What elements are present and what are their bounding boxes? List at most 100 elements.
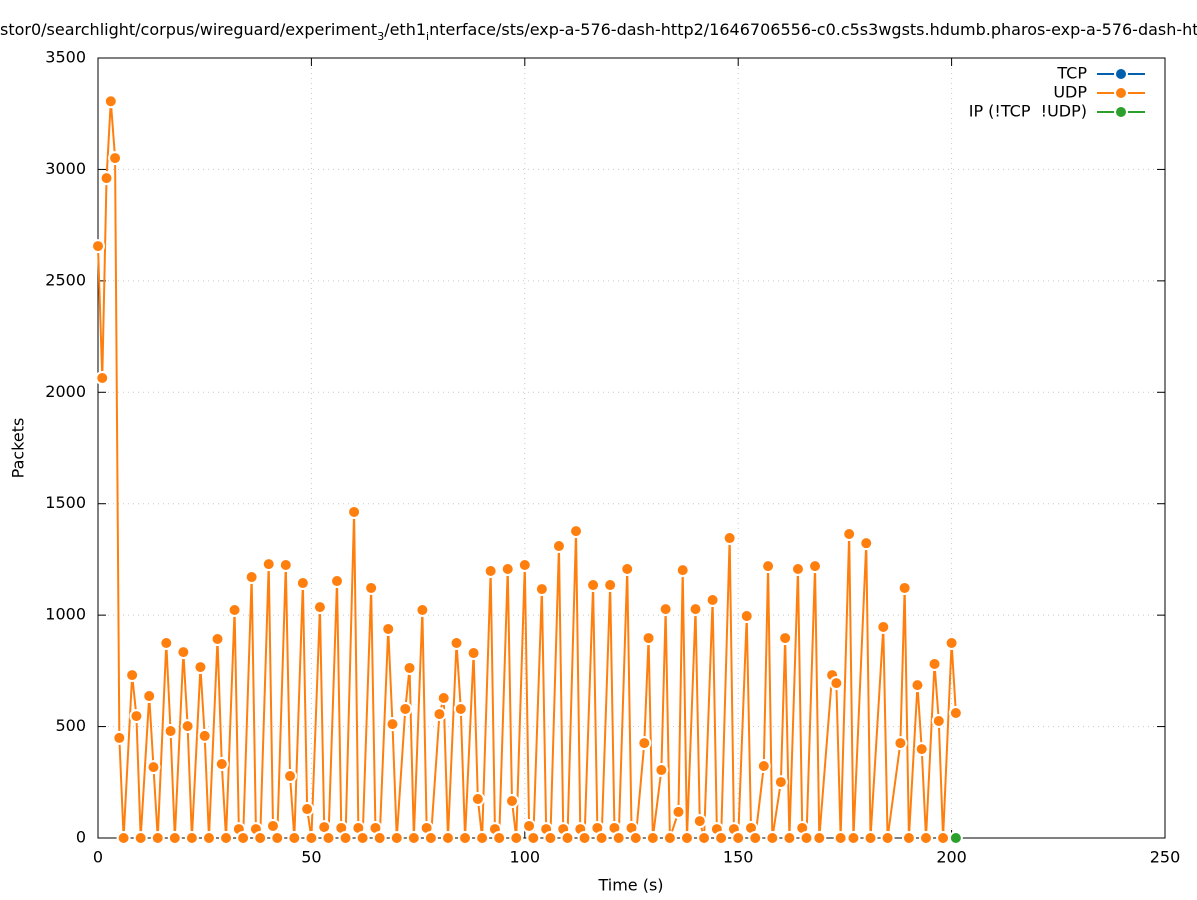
data-point bbox=[163, 724, 178, 739]
data-point bbox=[355, 831, 370, 845]
data-point bbox=[799, 831, 814, 845]
title-segment: /eth1 bbox=[384, 20, 426, 39]
data-point bbox=[748, 831, 763, 845]
data-point bbox=[167, 831, 182, 845]
data-point bbox=[312, 600, 327, 615]
data-point bbox=[897, 580, 912, 595]
data-point bbox=[927, 656, 942, 671]
data-point bbox=[893, 736, 908, 751]
data-point bbox=[227, 603, 242, 618]
chart-title: stor0/searchlight/corpus/wireguard/exper… bbox=[0, 20, 1197, 43]
data-point bbox=[125, 668, 140, 683]
data-point bbox=[586, 578, 601, 593]
data-point bbox=[731, 831, 746, 845]
data-point bbox=[611, 831, 626, 845]
data-point bbox=[95, 371, 110, 386]
data-point bbox=[812, 831, 827, 845]
data-point bbox=[594, 831, 609, 845]
data-point bbox=[265, 818, 280, 833]
y-tick-label: 3000 bbox=[45, 159, 86, 178]
data-point bbox=[675, 563, 690, 578]
data-point bbox=[569, 524, 584, 539]
legend-marker bbox=[1114, 86, 1128, 100]
title-segment: stor0/searchlight/corpus/wireguard/exper… bbox=[0, 20, 377, 39]
data-point bbox=[466, 646, 481, 661]
data-point bbox=[116, 831, 131, 845]
series-line bbox=[97, 101, 957, 842]
data-point bbox=[330, 574, 345, 589]
data-point bbox=[244, 570, 259, 585]
data-point bbox=[389, 831, 404, 845]
data-point bbox=[304, 831, 319, 845]
data-point bbox=[522, 818, 537, 833]
data-point bbox=[470, 792, 485, 806]
x-tick-label: 0 bbox=[93, 848, 103, 867]
data-point bbox=[658, 602, 673, 617]
y-tick-label: 3500 bbox=[45, 48, 86, 67]
data-point bbox=[500, 562, 515, 577]
data-point bbox=[133, 831, 148, 845]
data-point bbox=[108, 151, 123, 166]
data-point bbox=[287, 831, 302, 845]
y-tick-label: 500 bbox=[55, 716, 86, 735]
data-point bbox=[808, 559, 823, 574]
data-point bbox=[385, 717, 400, 732]
title-segment: i bbox=[426, 30, 429, 43]
data-point bbox=[790, 562, 805, 577]
data-point bbox=[765, 831, 780, 845]
data-point bbox=[261, 557, 276, 572]
data-point bbox=[534, 582, 549, 597]
data-point bbox=[637, 736, 652, 751]
data-point bbox=[509, 831, 524, 845]
data-point bbox=[679, 831, 694, 845]
data-point bbox=[560, 831, 575, 845]
data-point bbox=[628, 831, 643, 845]
data-point bbox=[688, 602, 703, 617]
data-point bbox=[722, 531, 737, 546]
title-segment: nterface/sts/exp-a-576-dash-http2/164670… bbox=[429, 20, 1197, 39]
data-point bbox=[159, 636, 174, 650]
data-point bbox=[662, 831, 677, 845]
data-point bbox=[347, 504, 362, 519]
data-point bbox=[880, 831, 895, 845]
data-point bbox=[193, 660, 208, 675]
legend-label: UDP bbox=[1053, 83, 1087, 102]
data-point bbox=[440, 831, 455, 845]
y-tick-label: 2000 bbox=[45, 382, 86, 401]
data-point bbox=[778, 631, 793, 646]
x-tick-label: 100 bbox=[510, 848, 541, 867]
data-point bbox=[692, 814, 707, 829]
data-point bbox=[914, 742, 929, 757]
data-point bbox=[931, 714, 946, 728]
legend-marker bbox=[1114, 105, 1128, 119]
data-point bbox=[492, 831, 507, 845]
data-point bbox=[756, 759, 771, 774]
data-point bbox=[321, 831, 336, 845]
data-point bbox=[210, 631, 225, 646]
data-point bbox=[577, 831, 592, 845]
data-point bbox=[705, 592, 720, 607]
data-point bbox=[436, 691, 451, 706]
data-point bbox=[543, 831, 558, 845]
data-point bbox=[219, 831, 234, 845]
data-point bbox=[876, 619, 891, 634]
data-point bbox=[180, 719, 195, 734]
data-point bbox=[504, 794, 519, 809]
legend-label: IP (!TCP !UDP) bbox=[969, 102, 1087, 121]
y-axis-label: Packets bbox=[9, 418, 28, 479]
data-point bbox=[739, 609, 754, 624]
data-point bbox=[449, 636, 464, 650]
data-point bbox=[112, 730, 127, 745]
data-point bbox=[283, 769, 298, 784]
data-point bbox=[300, 802, 315, 817]
data-point bbox=[773, 775, 788, 790]
x-tick-label: 150 bbox=[723, 848, 754, 867]
data-point bbox=[944, 636, 959, 650]
data-point bbox=[654, 763, 669, 778]
data-point bbox=[910, 678, 925, 693]
x-tick-label: 250 bbox=[1150, 848, 1181, 867]
y-tick-label: 1000 bbox=[45, 605, 86, 624]
data-point bbox=[833, 831, 848, 845]
y-tick-label: 1500 bbox=[45, 493, 86, 512]
